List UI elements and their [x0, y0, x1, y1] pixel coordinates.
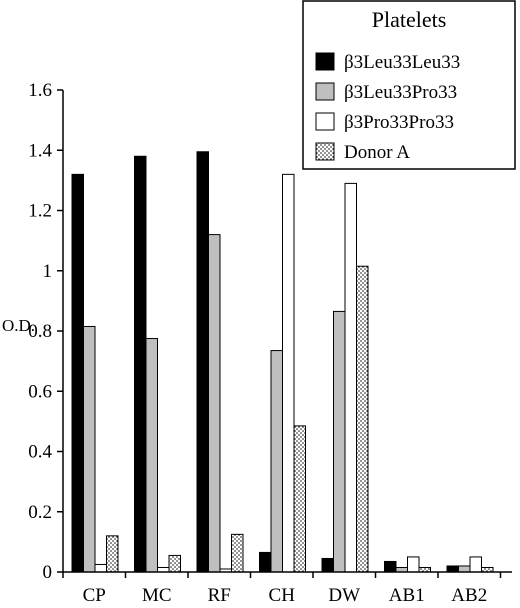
legend-label-4: Donor A [344, 142, 410, 163]
bars [71, 151, 494, 573]
y-tick-label: 0.2 [28, 502, 52, 523]
bar-ab2-series-2 [458, 565, 471, 573]
legend-swatch-4 [315, 142, 335, 161]
bar-mc-series-4 [168, 554, 181, 573]
x-tick-label-mc: MC [142, 585, 172, 606]
bar-dw-series-2 [333, 310, 346, 573]
bar-rf-series-1 [196, 151, 209, 573]
bar-ab2-series-3 [469, 556, 482, 573]
y-axis-ticks: 0 0.2 0.4 0.6 0.8 1 1.2 1.4 1.6 [28, 80, 63, 583]
y-tick-label: 1.4 [28, 140, 52, 161]
x-tick-label-ch: CH [269, 585, 296, 606]
bar-ch-series-1 [259, 551, 272, 573]
legend-title: Platelets [372, 7, 447, 32]
x-tick-label-cp: CP [83, 585, 106, 606]
bar-ab1-series-3 [407, 556, 420, 573]
legend-swatch-2 [315, 82, 335, 101]
legend-label-1: β3Leu33Leu33 [344, 52, 460, 73]
bar-cp-series-2 [83, 325, 96, 573]
bar-mc-series-1 [134, 155, 147, 573]
bar-cp-series-1 [71, 173, 84, 573]
y-axis-title: O.D. [2, 316, 35, 335]
y-tick-label: 0.6 [28, 381, 52, 402]
bar-rf-series-4 [231, 533, 244, 573]
legend: Platelets β3Leu33Leu33 β3Leu33Pro33 β3Pro3… [302, 0, 516, 170]
x-axis-ticks: CP MC RF CH DW AB1 AB2 [62, 572, 502, 606]
x-tick-label-rf: RF [208, 585, 231, 606]
legend-entries: β3Leu33Leu33 β3Leu33Pro33 β3Pro33Pro33 Dono… [315, 52, 460, 163]
bar-mc-series-2 [145, 338, 158, 573]
bar-dw-series-3 [344, 182, 357, 573]
bar-cp-series-4 [106, 535, 119, 573]
x-tick-label-ab2: AB2 [451, 585, 487, 606]
legend-label-2: β3Leu33Pro33 [344, 82, 457, 103]
bar-dw-series-1 [321, 557, 334, 573]
bar-ab2-series-1 [446, 565, 459, 573]
y-tick-label: 1.2 [28, 201, 52, 222]
x-tick-label-dw: DW [328, 585, 360, 606]
bar-ch-series-3 [282, 173, 295, 573]
legend-box [302, 0, 516, 170]
y-tick-label: 0.4 [28, 442, 52, 463]
bar-rf-series-2 [208, 234, 221, 573]
legend-label-3: β3Pro33Pro33 [344, 112, 454, 133]
legend-swatch-3 [315, 112, 335, 131]
y-tick-label: 1 [43, 261, 53, 282]
bar-ch-series-2 [270, 350, 283, 573]
bar-ch-series-4 [293, 425, 306, 573]
legend-swatch-1 [315, 52, 335, 71]
x-tick-label-ab1: AB1 [389, 585, 425, 606]
y-tick-label: 0 [43, 562, 53, 583]
y-tick-label: 0.8 [28, 321, 52, 342]
bar-ab1-series-1 [384, 560, 397, 573]
bar-cp-series-3 [94, 563, 107, 573]
y-tick-label: 1.6 [28, 80, 52, 101]
bar-dw-series-4 [356, 265, 369, 573]
